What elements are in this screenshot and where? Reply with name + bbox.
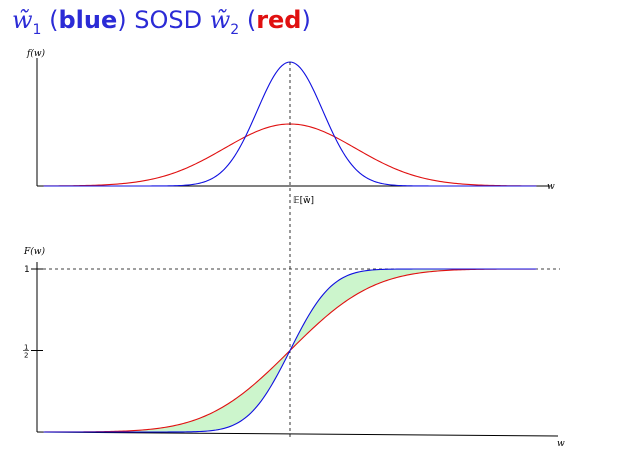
title-red-word: red [256,6,302,34]
density-x-axis-label: w [547,182,555,192]
title-w2-subscript: 2 [230,21,240,38]
mean-label: 𝔼[w̃] [293,196,314,206]
cdf-x-axis-label: w [557,439,565,449]
cdf-tick-label-half-denominator: 2 [24,352,28,360]
cdf-y-axis-label: F(w) [23,246,45,257]
title-paren: ( [41,6,59,34]
cdf-x-axis [36,431,559,437]
title-blue-word: blue [58,6,118,34]
cdf-series-w1 [43,268,537,433]
title-close: ) [301,6,311,34]
title-w1: w̃ [12,6,33,34]
density-y-axis-label: f(w) [26,48,46,59]
title-w2: w̃ [209,6,231,34]
title-w1-subscript: 1 [32,21,42,38]
title-sosd: ) SOSD [117,6,210,34]
density-panel: f(w) w 𝔼[w̃] [26,48,555,206]
cdf-tick-label-half-numerator: 1 [24,344,28,352]
chart-title: w̃1 (blue) SOSD w̃2 (red) [12,6,311,38]
title-paren2: ( [239,6,257,34]
cdf-panel: F(w) w 1 1 2 [23,246,565,449]
cdf-tick-label-one: 1 [24,265,30,275]
